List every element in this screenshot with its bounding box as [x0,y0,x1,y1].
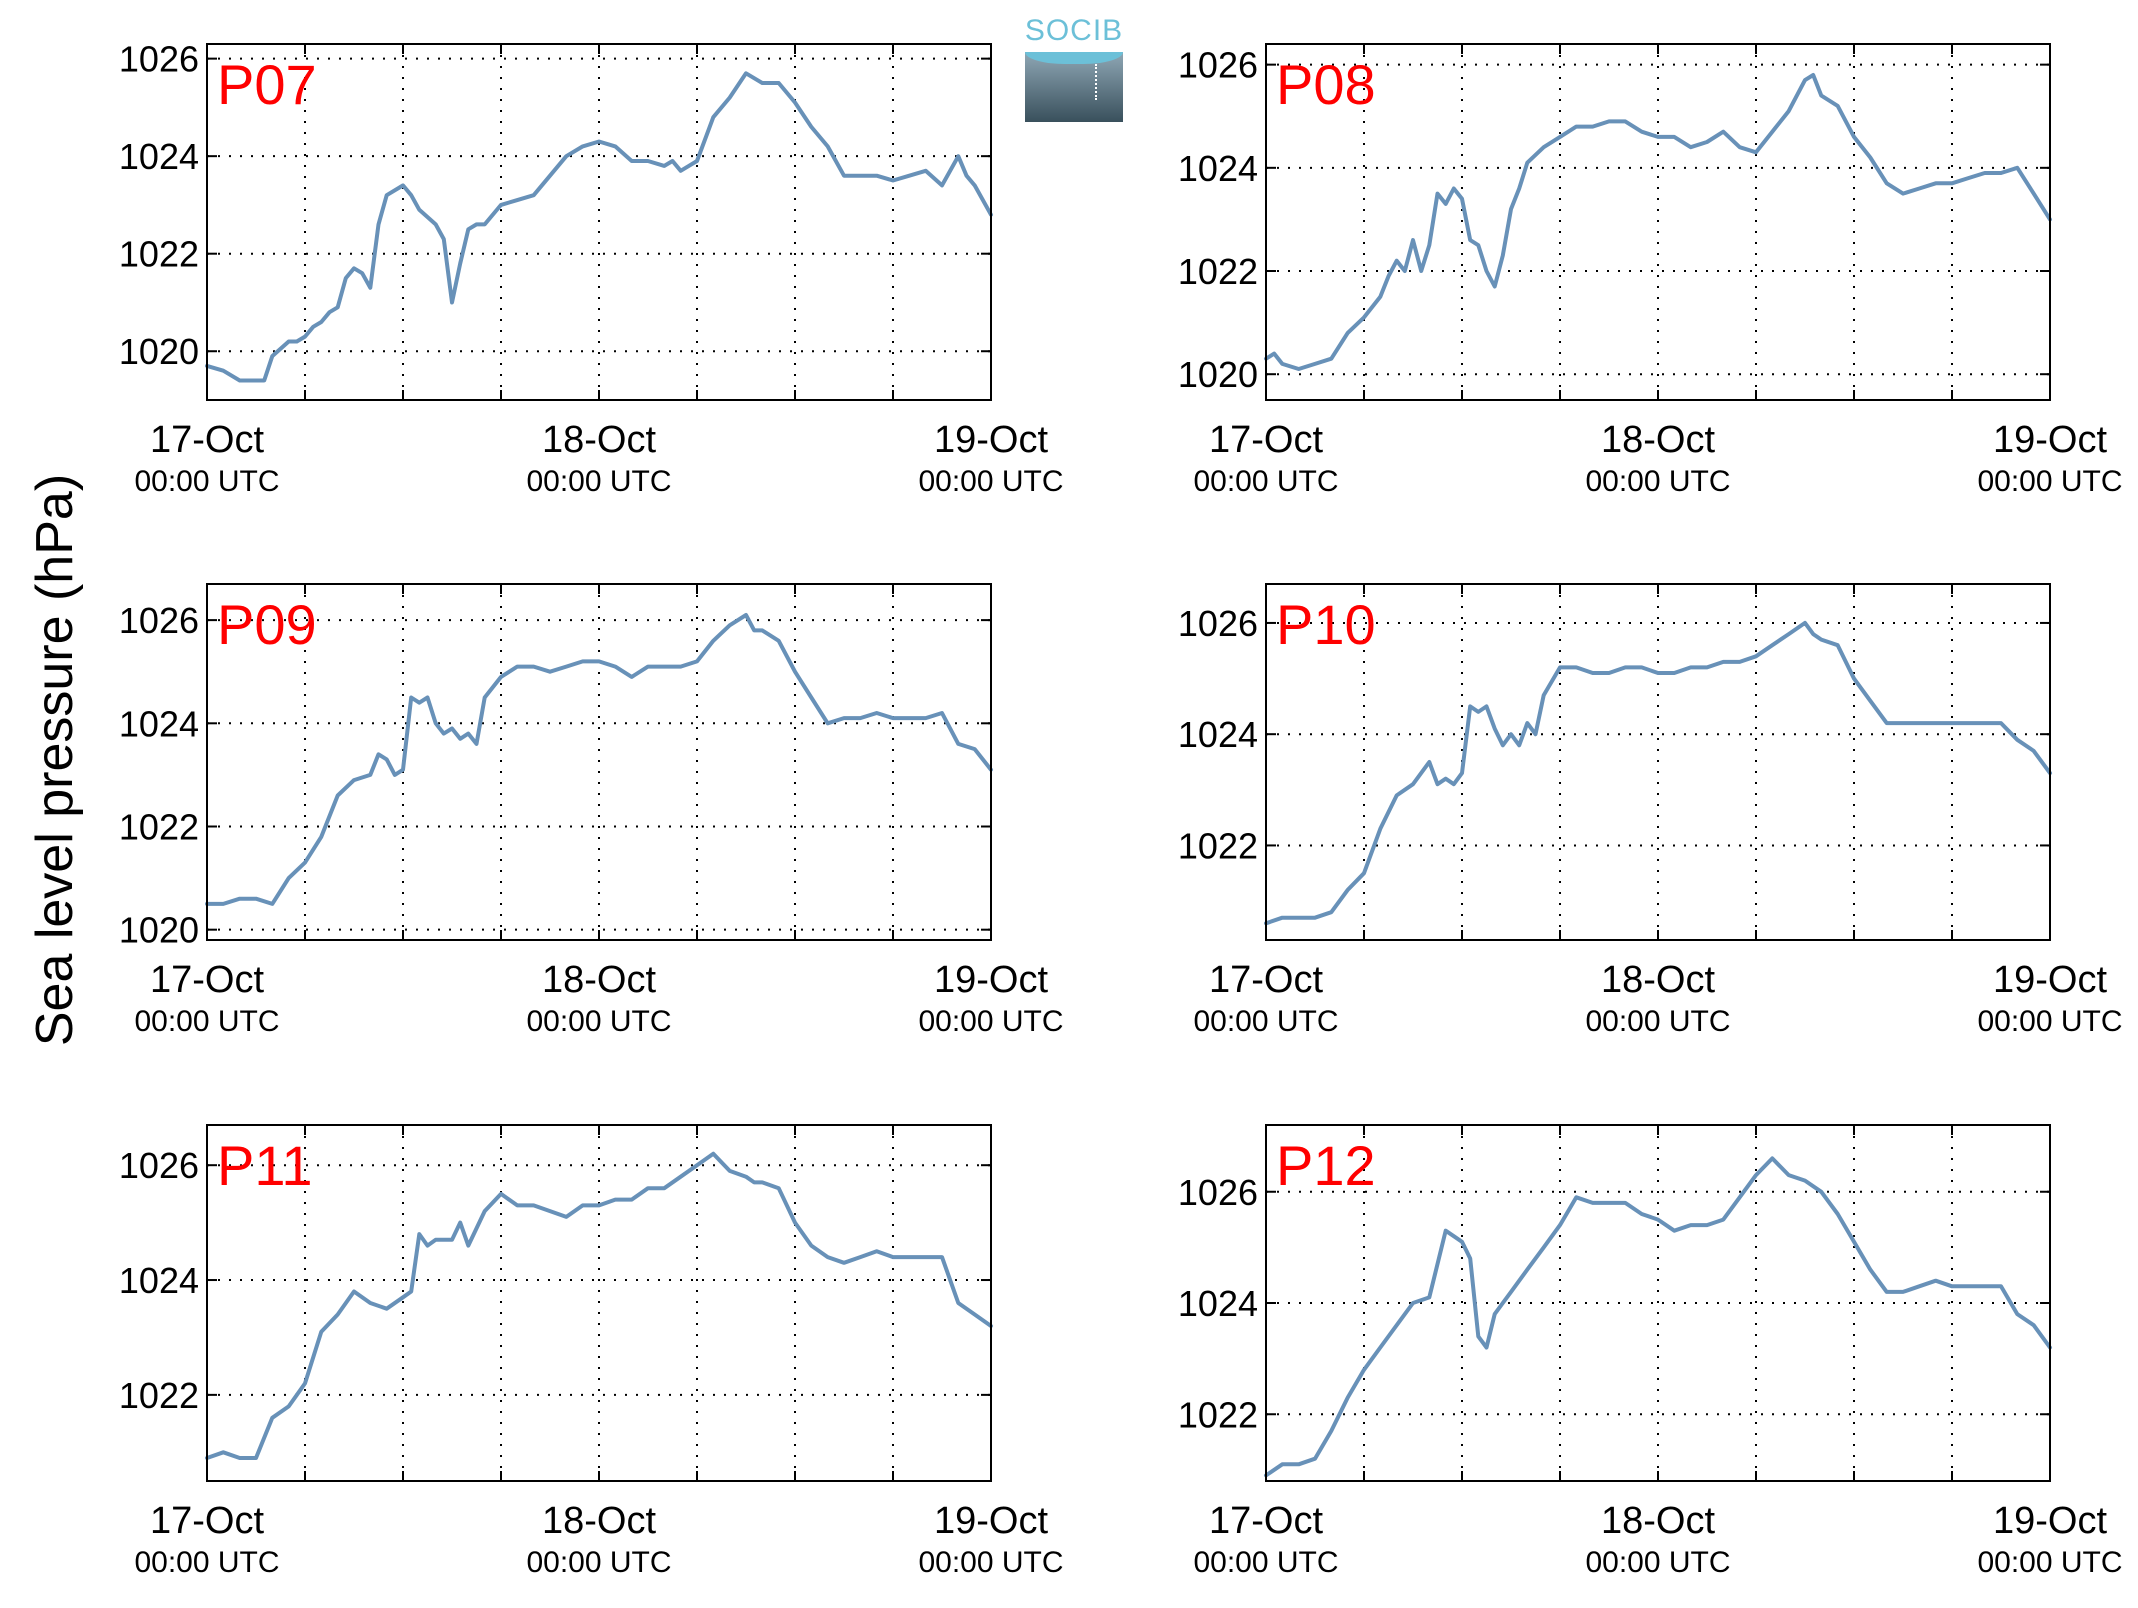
panel-p08-xtick-label: 19-Oct [1993,419,2107,461]
panel-p07-series-line [205,71,993,383]
panel-p11-ytick-label: 1024 [119,1260,199,1301]
panel-p11-series-line [205,1151,993,1460]
panel-p11-xtick-label: 18-Oct [542,1500,656,1542]
panel-p09-ytick-label: 1026 [119,600,199,641]
panel-p09-ytick-label: 1020 [119,910,199,951]
panel-p08-series-line [1264,73,2052,371]
panel-p07-xtick-sublabel: 00:00 UTC [526,465,671,498]
panel-p12-xtick-label: 19-Oct [1993,1500,2107,1542]
panel-p10-ytick-label: 1026 [1178,603,1258,644]
panel-p11-xtick-sublabel: 00:00 UTC [134,1546,279,1579]
panel-p12-xtick-label: 18-Oct [1601,1500,1715,1542]
logo-graphic [1025,52,1123,122]
panel-p09-ytick-label: 1024 [119,703,199,744]
panel-p07-title: P07 [217,53,317,116]
panel-p10-xtick-label: 17-Oct [1209,959,1323,1001]
panel-p10-xtick-label: 19-Oct [1993,959,2107,1001]
panel-p10-series-line [1264,620,2052,926]
panel-p07-ytick-label: 1026 [119,39,199,80]
panel-p11-xtick-label: 17-Oct [150,1500,264,1542]
socib-logo: SOCIB [1022,12,1126,122]
panel-p08-xtick-label: 18-Oct [1601,419,1715,461]
panel-p08-title: P08 [1276,53,1376,116]
panel-p08-ytick-label: 1024 [1178,148,1258,189]
panel-p09-title: P09 [217,593,317,656]
panel-p12-xtick-sublabel: 00:00 UTC [1977,1546,2122,1579]
panel-p12-ytick-label: 1026 [1178,1172,1258,1213]
panel-p08-ytick-label: 1020 [1178,354,1258,395]
y-axis-label: Sea level pressure (hPa) [26,474,84,1046]
panel-p08-xtick-sublabel: 00:00 UTC [1585,465,1730,498]
panel-p09-xtick-sublabel: 00:00 UTC [134,1005,279,1038]
panel-p08-xtick-sublabel: 00:00 UTC [1193,465,1338,498]
panel-p12-xtick-label: 17-Oct [1209,1500,1323,1542]
panel-p09-xtick-label: 19-Oct [934,959,1048,1001]
panel-p11-title: P11 [217,1134,312,1197]
panel-p12-series-line [1264,1156,2052,1478]
panel-p12-xtick-sublabel: 00:00 UTC [1193,1546,1338,1579]
panel-p11-xtick-sublabel: 00:00 UTC [526,1546,671,1579]
panel-p07-ytick-label: 1020 [119,331,199,372]
panel-p09-ytick-label: 1022 [119,806,199,847]
panel-p12-xtick-sublabel: 00:00 UTC [1585,1546,1730,1579]
panel-p09-xtick-sublabel: 00:00 UTC [918,1005,1063,1038]
panel-p08-xtick-sublabel: 00:00 UTC [1977,465,2122,498]
panel-p12-title: P12 [1276,1134,1376,1197]
panel-p08-xtick-label: 17-Oct [1209,419,1323,461]
panel-p11-ytick-label: 1022 [119,1375,199,1416]
panel-p07-ytick-label: 1024 [119,136,199,177]
panel-p09-xtick-label: 17-Oct [150,959,264,1001]
panel-p10-xtick-sublabel: 00:00 UTC [1977,1005,2122,1038]
panel-p07-xtick-label: 18-Oct [542,419,656,461]
panel-p11-ytick-label: 1026 [119,1145,199,1186]
panel-p10-ytick-label: 1024 [1178,714,1258,755]
panel-p11-xtick-sublabel: 00:00 UTC [918,1546,1063,1579]
panel-p10-xtick-sublabel: 00:00 UTC [1193,1005,1338,1038]
panel-p10-title: P10 [1276,593,1376,656]
panel-p12-ytick-label: 1024 [1178,1283,1258,1324]
panel-p07-xtick-sublabel: 00:00 UTC [134,465,279,498]
panel-p08-ytick-label: 1026 [1178,45,1258,86]
panel-p09-series-line [205,613,993,906]
panel-p09-xtick-sublabel: 00:00 UTC [526,1005,671,1038]
panel-p07-xtick-sublabel: 00:00 UTC [918,465,1063,498]
panel-p12-ytick-label: 1022 [1178,1394,1258,1435]
panel-p10-ytick-label: 1022 [1178,825,1258,866]
panel-p11-xtick-label: 19-Oct [934,1500,1048,1542]
panel-p07-ytick-label: 1022 [119,234,199,275]
panel-p07-xtick-label: 17-Oct [150,419,264,461]
logo-text: SOCIB [1024,14,1124,47]
panel-p07-xtick-label: 19-Oct [934,419,1048,461]
panel-p10-xtick-label: 18-Oct [1601,959,1715,1001]
panel-p10-xtick-sublabel: 00:00 UTC [1585,1005,1730,1038]
panel-p09-xtick-label: 18-Oct [542,959,656,1001]
panel-p08-ytick-label: 1022 [1178,251,1258,292]
